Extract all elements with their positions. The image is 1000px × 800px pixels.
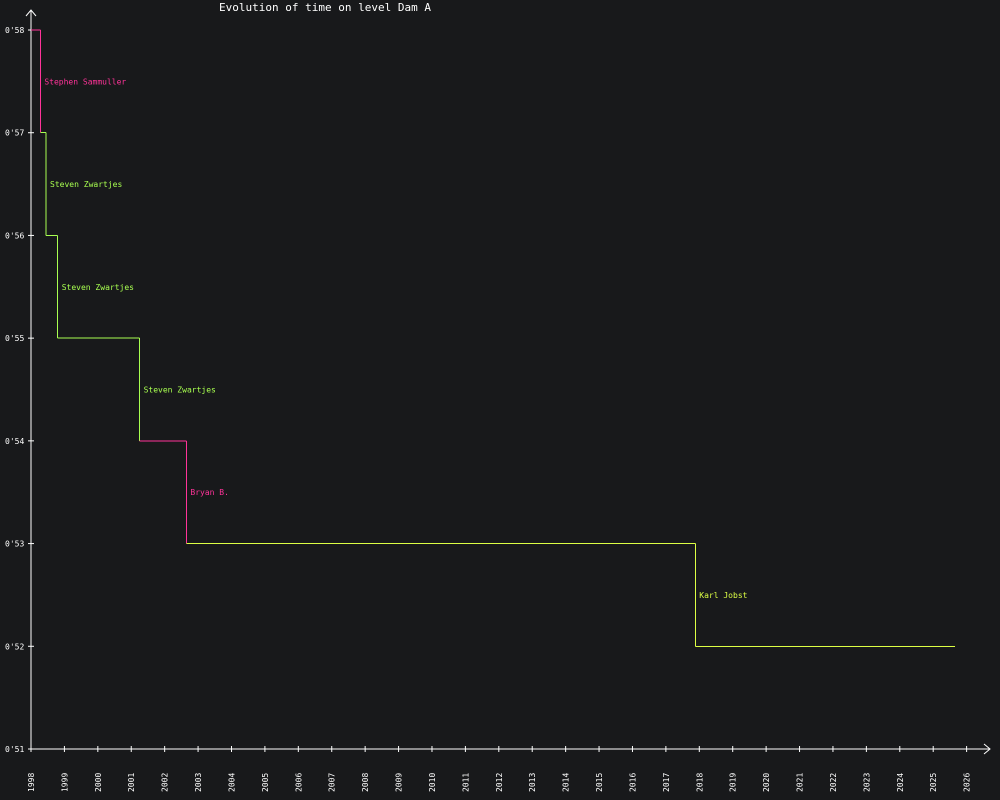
y-tick-label: 0'57 bbox=[5, 129, 24, 138]
y-tick-label: 0'53 bbox=[5, 540, 24, 549]
record-holder-label: Bryan B. bbox=[190, 488, 229, 497]
x-tick-label: 2002 bbox=[161, 773, 170, 792]
x-tick-label: 2017 bbox=[662, 773, 671, 792]
y-tick-label: 0'55 bbox=[5, 334, 24, 343]
y-tick-label: 0'51 bbox=[5, 745, 24, 754]
x-tick-label: 2020 bbox=[762, 773, 771, 792]
x-tick-label: 2026 bbox=[963, 773, 972, 792]
x-tick-label: 2021 bbox=[796, 773, 805, 792]
x-ticks: 1998 1999 2000 2001 2002 2003 2004 2005 2006 2007… bbox=[27, 746, 972, 792]
x-tick-label: 2024 bbox=[896, 773, 905, 792]
record-holder-label: Karl Jobst bbox=[699, 591, 747, 600]
x-tick-label: 2008 bbox=[361, 773, 370, 792]
y-ticks: 0'51 0'52 0'53 0'54 0'55 0'56 0'57 0'58 bbox=[5, 26, 34, 754]
x-tick-label: 2006 bbox=[294, 773, 303, 792]
x-tick-label: 2001 bbox=[127, 773, 136, 792]
record-holder-label: Steven Zwartjes bbox=[144, 386, 216, 395]
y-tick-label: 0'54 bbox=[5, 437, 24, 446]
y-axis-arrow bbox=[25, 9, 37, 17]
axes bbox=[25, 9, 991, 755]
y-tick-label: 0'52 bbox=[5, 642, 24, 651]
chart-title: Evolution of time on level Dam A bbox=[219, 1, 431, 14]
x-tick-label: 2019 bbox=[729, 773, 738, 792]
x-tick-label: 2013 bbox=[528, 773, 537, 792]
x-tick-label: 2003 bbox=[194, 773, 203, 792]
x-tick-label: 2005 bbox=[261, 773, 270, 792]
record-holder-label: Steven Zwartjes bbox=[62, 283, 134, 292]
x-tick-label: 2023 bbox=[862, 773, 871, 792]
x-tick-label: 2014 bbox=[562, 773, 571, 792]
y-tick-label: 0'56 bbox=[5, 231, 24, 240]
x-tick-label: 2025 bbox=[929, 773, 938, 792]
x-tick-label: 1998 bbox=[27, 773, 36, 792]
x-tick-label: 2007 bbox=[328, 773, 337, 792]
x-tick-label: 2012 bbox=[495, 773, 504, 792]
x-tick-label: 2000 bbox=[94, 773, 103, 792]
x-tick-label: 2022 bbox=[829, 773, 838, 792]
record-holder-label: Steven Zwartjes bbox=[50, 180, 122, 189]
x-tick-label: 2010 bbox=[428, 773, 437, 792]
x-tick-label: 2018 bbox=[695, 773, 704, 792]
x-tick-label: 2015 bbox=[595, 773, 604, 792]
x-tick-label: 2011 bbox=[461, 773, 470, 792]
x-tick-label: 2009 bbox=[395, 773, 404, 792]
record-series bbox=[31, 29, 955, 647]
x-tick-label: 2004 bbox=[227, 773, 236, 792]
record-labels: Stephen Sammuller Steven Zwartjes Steven Z… bbox=[44, 77, 747, 600]
x-axis-arrow bbox=[983, 743, 991, 755]
x-tick-label: 1999 bbox=[60, 773, 69, 792]
y-tick-label: 0'58 bbox=[5, 26, 24, 35]
x-tick-label: 2016 bbox=[628, 773, 637, 792]
record-holder-label: Stephen Sammuller bbox=[44, 77, 126, 86]
